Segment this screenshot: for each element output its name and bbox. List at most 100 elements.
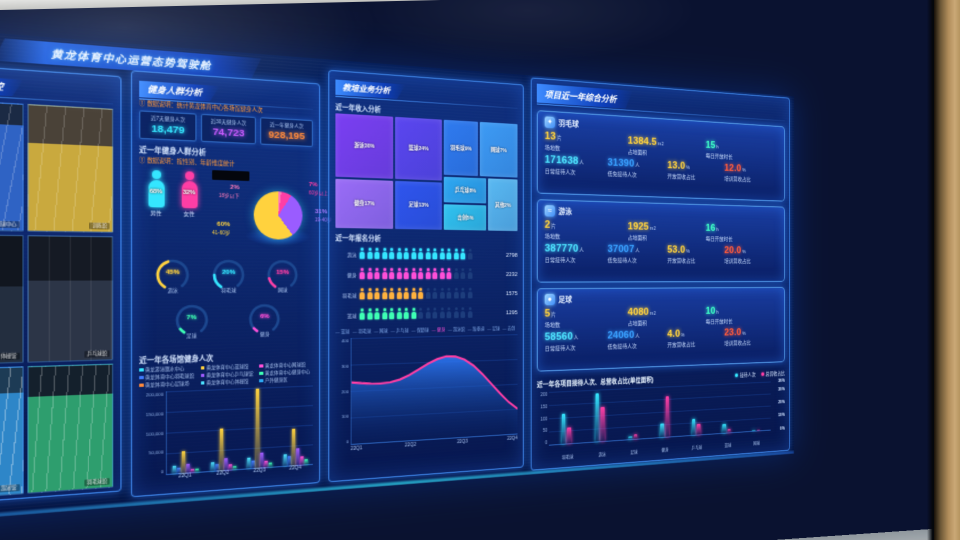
- person-icon: [396, 291, 402, 299]
- picto-icons: [359, 291, 500, 299]
- person-icon: [446, 310, 452, 318]
- wall-seam: [927, 0, 936, 540]
- fitness-stat-row: 近7天健身人次 18,479 近30天健身人次 74,723 近一年健身人次 9…: [139, 110, 313, 148]
- axis-tick: 36%: [778, 378, 785, 384]
- bar: [256, 388, 260, 468]
- fitness-gauge: 45% 游泳: [148, 257, 196, 301]
- stat-label: 占地面积: [627, 321, 648, 328]
- camera-grid: 网球中心 训练馆 体操馆 乒乓球馆 游泳馆 羽毛球馆: [0, 98, 114, 501]
- picto-icons: [359, 251, 500, 259]
- bar: [291, 428, 295, 466]
- venue-legend: 黄龙游泳跳水中心 黄龙体育中心篮球馆 黄龙体育中心网球馆 黄龙体育中心羽毛球馆 黄龙体育…: [139, 362, 313, 389]
- stat-value: 387770人: [544, 242, 585, 255]
- person-icon: [418, 311, 423, 319]
- bar: [186, 463, 191, 473]
- legend-item: — 足球: [487, 325, 500, 332]
- fitness-gauge: 6% 健身: [242, 302, 287, 345]
- axis-tick: 200: [341, 388, 349, 394]
- person-icon: [359, 271, 365, 279]
- axis-tick: 150: [540, 404, 548, 410]
- stat-label: 培训营收占比: [724, 259, 751, 265]
- bar: [195, 468, 200, 472]
- axis-label: 足球: [630, 449, 638, 455]
- person-icon: [374, 311, 380, 319]
- axis-tick: 0: [545, 440, 548, 446]
- age-pie: [253, 190, 303, 240]
- bar: [665, 396, 670, 437]
- stat-label: 开放营收占比: [667, 258, 696, 265]
- legend-item: — 健身: [431, 327, 446, 333]
- picto-value: 2798: [506, 252, 518, 259]
- legend-swatch: [259, 363, 264, 368]
- person-icon: [467, 271, 473, 279]
- axis-tick: 20%: [778, 399, 785, 405]
- picto-value: 2232: [506, 272, 518, 278]
- bar: [219, 428, 223, 471]
- stat-label: 场地数: [544, 234, 561, 241]
- stat-unit: %: [742, 249, 746, 256]
- stat-row: 5片 场地数 4080m2 占地面积 10h 每日开放时长: [545, 305, 779, 329]
- pie-callout: 2% 18岁以下: [218, 184, 240, 199]
- stat-value: 4080m2: [627, 306, 657, 318]
- stat-label: 培训营收占比: [724, 340, 751, 347]
- stat-row: 387770人 日常接待人次 37007人 低免接待人次 53.0% 开放营收占比 20.0…: [545, 243, 779, 265]
- stat-row: 58560人 日常接待人次 24060人 低免接待人次 4.0% 开放营收占比 23.0% 培…: [545, 326, 779, 352]
- stat-unit: %: [681, 332, 685, 339]
- bar-group: [722, 383, 731, 433]
- axis-label: 22Q3: [253, 468, 266, 475]
- axis-label: 篮球: [724, 442, 732, 448]
- stat-label: 低免接待人次: [607, 258, 637, 265]
- age-pie-area: 2% 18岁以下 7% 60岁以上 31% 19-40岁 60% 41-60岁: [205, 170, 332, 257]
- stat: 13片 场地数: [545, 130, 628, 155]
- floor: [0, 527, 960, 540]
- stat: 2片 场地数: [545, 219, 628, 241]
- bar: [232, 465, 237, 470]
- treemap-block: 其他2%: [488, 178, 518, 232]
- bar: [300, 456, 304, 465]
- stat-unit: %: [742, 331, 746, 337]
- picto-row: 羽毛球 1575: [335, 285, 518, 306]
- stat-unit: m2: [649, 226, 657, 232]
- person-icon: [432, 291, 438, 299]
- bar: [691, 418, 696, 436]
- bar: [595, 393, 600, 442]
- video-wall: 黄龙体育中心运营态势驾驶舱 当前在场人数 6,893: [0, 20, 795, 530]
- panel-monitoring: 场馆实时监控 网球中心 训练馆 体操馆 乒乓球馆 游泳馆 羽毛球馆: [0, 62, 122, 507]
- picto-icons: [359, 310, 500, 320]
- person-icon: [381, 271, 387, 279]
- male-percent: 68%: [149, 188, 163, 196]
- gauge-label: 足球: [186, 333, 197, 339]
- stat: 387770人日常接待人次: [545, 243, 608, 264]
- stat-label: 开放营收占比: [667, 342, 696, 349]
- axis-label: 网球: [753, 440, 760, 446]
- masked-text: [212, 170, 250, 182]
- bar: [722, 424, 726, 433]
- project-stats: 2片 场地数 1925m2 占地面积 16h 每日开放时长 387770人 日常接待人次 370…: [545, 219, 779, 264]
- axis-label: 22Q1: [178, 473, 192, 480]
- person-icon: [439, 271, 445, 279]
- pie-callout: 7% 60岁以上: [308, 181, 329, 196]
- stat-value: 10h: [705, 305, 719, 317]
- person-icon: [432, 251, 438, 259]
- stat-unit: m2: [657, 141, 664, 148]
- trend-plot: [350, 334, 518, 445]
- stat-value: 18,479: [151, 123, 185, 137]
- axis-tick: 400: [341, 338, 349, 344]
- person-icon: [425, 291, 431, 299]
- axis-tick: 100: [341, 413, 349, 420]
- person-icon: [439, 291, 445, 299]
- axis-tick: 200: [540, 392, 548, 398]
- trend-fill: [351, 354, 518, 444]
- female-icon: 32%: [181, 180, 198, 209]
- stat-row: 2片 场地数 1925m2 占地面积 16h 每日开放时长: [545, 219, 779, 243]
- legend-item: — 跆拳道: [467, 326, 485, 332]
- project-name: 足球: [558, 295, 573, 304]
- stat-label: 日常接待人次: [544, 257, 576, 264]
- bar: [756, 429, 761, 431]
- bar-group: [628, 388, 638, 440]
- pictograph: 游泳 2798 健身 2232 羽毛球 1575 篮球 1295: [335, 244, 518, 326]
- person-icon: [411, 311, 416, 319]
- bar-group: [247, 387, 273, 469]
- treemap-block: 网球7%: [479, 121, 518, 178]
- female-label: 女性: [183, 211, 195, 218]
